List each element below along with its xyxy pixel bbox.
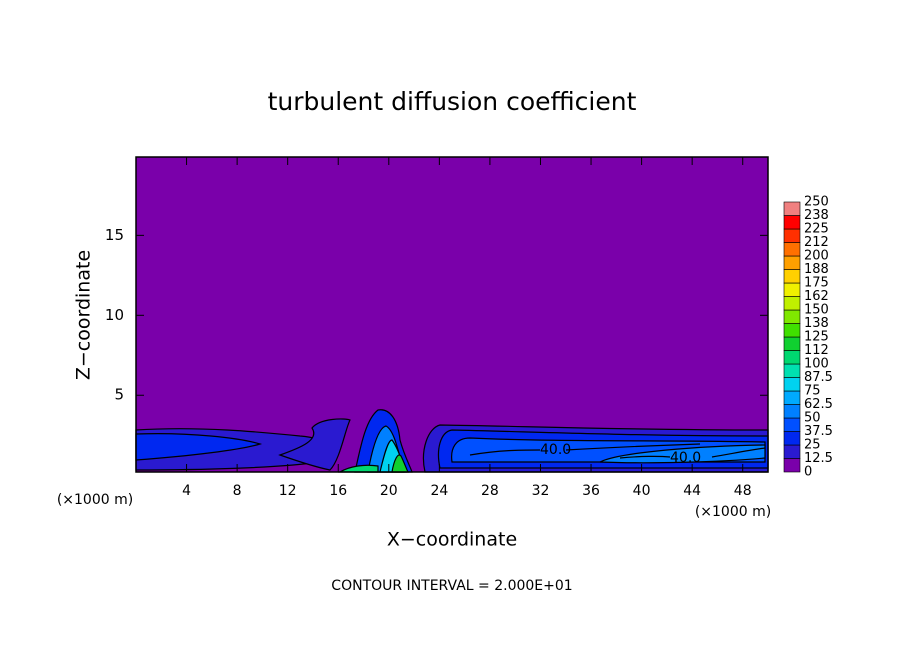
colorbar-cell — [783, 404, 801, 419]
colorbar-cell — [783, 282, 801, 297]
x-tick-label: 20 — [380, 483, 398, 499]
y-tick-label: 10 — [105, 306, 124, 324]
colorbar-cell — [783, 269, 801, 284]
contour-fill — [136, 157, 768, 472]
contour-fill — [391, 454, 409, 473]
colorbar-label: 138 — [804, 316, 829, 331]
colorbar-label: 12.5 — [804, 451, 833, 466]
x-tick-label: 32 — [532, 483, 550, 499]
colorbar-cell — [783, 431, 801, 446]
contour-fill — [278, 418, 351, 471]
x-tick-label: 4 — [182, 483, 191, 499]
colorbar-label: 75 — [804, 384, 821, 399]
contour-line — [619, 447, 766, 459]
colorbar-label: 150 — [804, 303, 829, 318]
x-tick-label: 44 — [683, 483, 701, 499]
colorbar-label: 250 — [804, 195, 829, 210]
chart-title: turbulent diffusion coefficient — [268, 87, 637, 116]
y-tick-label: 15 — [105, 226, 124, 244]
colorbar-label: 125 — [804, 330, 829, 345]
x-tick-label: 24 — [430, 483, 448, 499]
x-tick-label: 40 — [633, 483, 651, 499]
x-unit-left: (×1000 m) — [57, 492, 133, 508]
colorbar-label: 100 — [804, 357, 829, 372]
contour-fill — [337, 464, 379, 473]
contour-fill — [135, 433, 263, 461]
y-axis-label: Z−coordinate — [73, 250, 95, 380]
x-tick-label: 16 — [329, 483, 347, 499]
footer-note: CONTOUR INTERVAL = 2.000E+01 — [331, 578, 572, 594]
colorbar-cell — [783, 228, 801, 243]
colorbar-cell — [783, 336, 801, 351]
plot-frame — [135, 156, 769, 473]
colorbar-cell — [783, 323, 801, 338]
colorbar-label: 200 — [804, 249, 829, 264]
x-tick-label: 28 — [481, 483, 499, 499]
colorbar-label: 87.5 — [804, 370, 833, 385]
x-tick-label: 48 — [734, 483, 752, 499]
colorbar-cell — [783, 444, 801, 459]
x-unit-right: (×1000 m) — [695, 504, 771, 520]
colorbar-cell — [783, 390, 801, 405]
colorbar-cell — [783, 350, 801, 365]
colorbar-cell — [783, 255, 801, 270]
colorbar-cell — [783, 309, 801, 324]
colorbar-label: 162 — [804, 289, 829, 304]
colorbar-label: 238 — [804, 208, 829, 223]
x-tick-label: 36 — [582, 483, 600, 499]
y-tick-label: 5 — [114, 386, 124, 404]
colorbar-label: 62.5 — [804, 397, 833, 412]
contour-label: 40.0 — [670, 450, 701, 466]
contour-line — [469, 443, 701, 456]
x-tick-label: 12 — [279, 483, 297, 499]
colorbar-label: 0 — [804, 465, 812, 480]
colorbar-cell — [783, 377, 801, 392]
colorbar-cell — [783, 242, 801, 257]
colorbar-label: 225 — [804, 222, 829, 237]
x-axis-label: X−coordinate — [387, 529, 517, 551]
colorbar-cell — [783, 215, 801, 230]
colorbar-label: 112 — [804, 343, 829, 358]
colorbar-cell — [783, 201, 801, 216]
x-tick-label: 8 — [233, 483, 242, 499]
contour-fill — [599, 444, 766, 464]
colorbar-label: 25 — [804, 438, 821, 453]
colorbar-cell — [783, 296, 801, 311]
colorbar-cell — [783, 458, 801, 473]
colorbar-cell — [783, 417, 801, 432]
colorbar-label: 50 — [804, 411, 821, 426]
colorbar-label: 188 — [804, 262, 829, 277]
colorbar-label: 175 — [804, 276, 829, 291]
colorbar-cell — [783, 363, 801, 378]
colorbar-label: 212 — [804, 235, 829, 250]
colorbar-label: 37.5 — [804, 424, 833, 439]
contour-label: 40.0 — [540, 442, 571, 458]
